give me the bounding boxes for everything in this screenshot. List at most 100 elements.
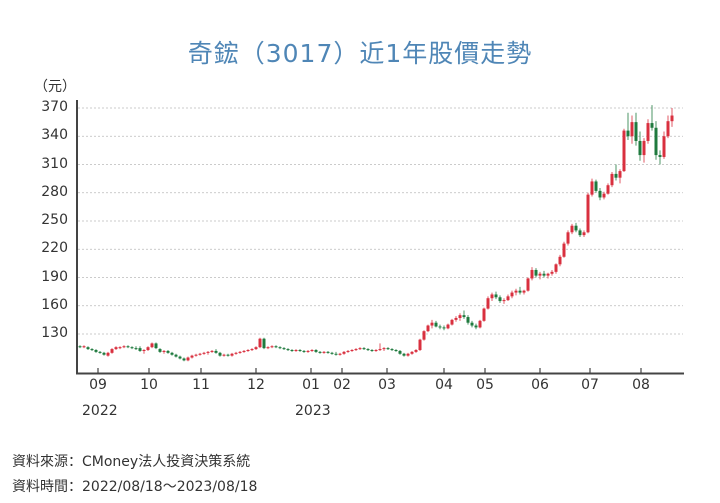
grid-lines (78, 107, 683, 335)
candle-up (162, 350, 166, 354)
candle-down (286, 348, 290, 351)
candle-down (614, 164, 618, 181)
candle-up (606, 183, 610, 195)
candle-up (646, 119, 650, 144)
candle-up (294, 349, 298, 352)
candle-down (282, 347, 286, 351)
y-tick-label: 370 (41, 99, 68, 115)
x-tick-label: 07 (581, 377, 599, 393)
candle-up (266, 346, 270, 350)
candle-down (138, 346, 142, 352)
candle-down (438, 324, 442, 330)
x-year-label: 2022 (82, 403, 118, 419)
candle-up (82, 345, 86, 349)
y-tick-label: 220 (41, 240, 68, 257)
candle-up (222, 353, 226, 357)
x-tick-label: 12 (247, 377, 265, 393)
candle-down (462, 310, 466, 319)
candle-down (86, 346, 90, 351)
candle-up (410, 350, 414, 355)
candle-up (550, 269, 554, 276)
candle-up (486, 296, 490, 310)
candle-down (94, 349, 98, 353)
candle-up (242, 350, 246, 353)
candle-up (558, 254, 562, 267)
candle-down (326, 350, 330, 354)
candle-down (658, 150, 662, 165)
candle-down (314, 349, 318, 353)
candle-down (390, 348, 394, 351)
y-tick-label: 190 (41, 268, 68, 285)
x-tick-label: 05 (476, 377, 494, 393)
candle-down (598, 188, 602, 201)
candle-up (358, 347, 362, 351)
candle-down (90, 348, 94, 351)
candle-down (650, 105, 654, 131)
candle-up (414, 349, 418, 353)
candle-up (310, 349, 314, 352)
candle-up (190, 354, 194, 359)
candle-up (554, 263, 558, 274)
candle-down (494, 291, 498, 300)
x-year-label: 2023 (295, 403, 331, 419)
candle-up (586, 192, 590, 234)
candle-down (574, 222, 578, 233)
candle-up (422, 330, 426, 341)
candle-up (526, 277, 530, 292)
candle-up (490, 292, 494, 302)
candle-down (398, 350, 402, 355)
candle-down (330, 351, 334, 355)
candle-up (338, 352, 342, 356)
candle-up (482, 307, 486, 322)
candle-up (342, 350, 346, 355)
candle-up (570, 223, 574, 235)
x-tick-label: 10 (140, 377, 158, 393)
candle-up (350, 349, 354, 352)
candle-down (134, 346, 138, 351)
y-tick-label: 130 (41, 325, 68, 341)
candle-down (634, 112, 638, 146)
candle-down (166, 350, 170, 354)
candle-up (670, 108, 674, 127)
y-tick-label: 280 (41, 183, 68, 200)
candle-up (150, 342, 154, 349)
x-tick-label: 02 (333, 377, 351, 393)
candle-up (202, 351, 206, 355)
candle-up (406, 352, 410, 357)
candle-up (246, 349, 250, 352)
candle-down (542, 270, 546, 278)
y-tick-label: 340 (41, 127, 68, 144)
candle-down (178, 355, 182, 360)
candle-down (334, 351, 338, 356)
candle-up (566, 230, 570, 246)
candle-up (254, 346, 258, 351)
candle-down (638, 131, 642, 161)
candle-up (250, 348, 254, 351)
candle-down (362, 347, 366, 351)
candle-up (666, 115, 670, 139)
candle-up (446, 323, 450, 330)
candle-down (158, 348, 162, 353)
x-tick-label: 03 (378, 377, 396, 393)
candle-up (430, 319, 434, 329)
candle-down (78, 345, 82, 349)
x-axis-tick-marks (97, 368, 642, 373)
chart-title: 奇鋐（3017）近1年股價走勢 (187, 39, 533, 68)
candle-up (378, 343, 382, 351)
candle-down (498, 295, 502, 303)
candle-up (418, 338, 422, 351)
candle-up (602, 191, 606, 200)
x-tick-label: 09 (89, 377, 107, 393)
candle-down (434, 320, 438, 328)
candle-down (442, 325, 446, 331)
candle-down (470, 320, 474, 328)
candle-up (522, 289, 526, 295)
candle-down (318, 350, 322, 354)
candle-up (106, 351, 110, 357)
candle-down (182, 357, 186, 362)
candle-up (458, 313, 462, 321)
candle-up (662, 131, 666, 159)
candle-up (618, 169, 622, 184)
candle-up (110, 348, 114, 354)
